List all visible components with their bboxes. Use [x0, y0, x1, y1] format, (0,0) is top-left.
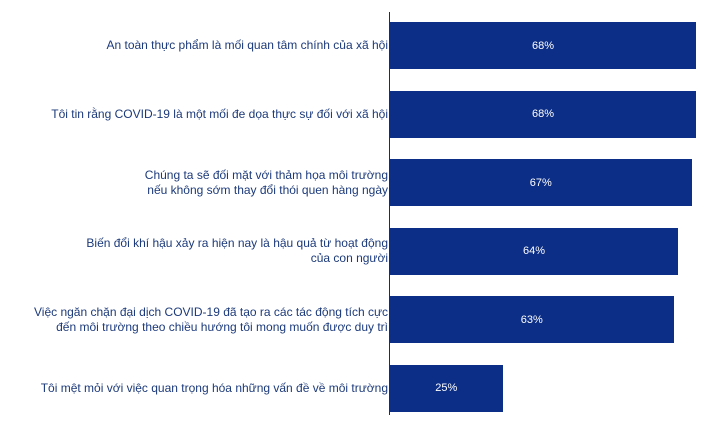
bar [390, 227, 678, 275]
bar [390, 364, 503, 412]
bar-value-label: 63% [520, 313, 543, 326]
bar-value-label: 64% [522, 245, 546, 257]
category-label: Chúng ta sẽ đối mặt với thảm họa môi trư… [144, 167, 388, 197]
bar [390, 296, 674, 343]
bar [390, 159, 692, 206]
category-label: Tôi mệt mỏi với việc quan trọng hóa nhữn… [40, 380, 388, 395]
category-label: An toàn thực phẩm là mối quan tâm chính … [106, 38, 388, 52]
bar-value-label: 68% [531, 39, 555, 52]
bar [390, 22, 696, 69]
bar [390, 90, 696, 138]
bar-value-label: 25% [435, 382, 458, 394]
category-label: Việc ngăn chặn đại dịch COVID-19 đã tạo … [33, 304, 388, 334]
bar-value-label: 68% [531, 108, 555, 120]
category-label: Biến đổi khí hậu xảy ra hiện nay là hậu … [86, 236, 388, 265]
bar-value-label: 67% [529, 176, 552, 189]
y-axis-line [389, 12, 390, 415]
category-label: Tôi tin rằng COVID-19 là một mối đe dọa … [51, 106, 388, 121]
